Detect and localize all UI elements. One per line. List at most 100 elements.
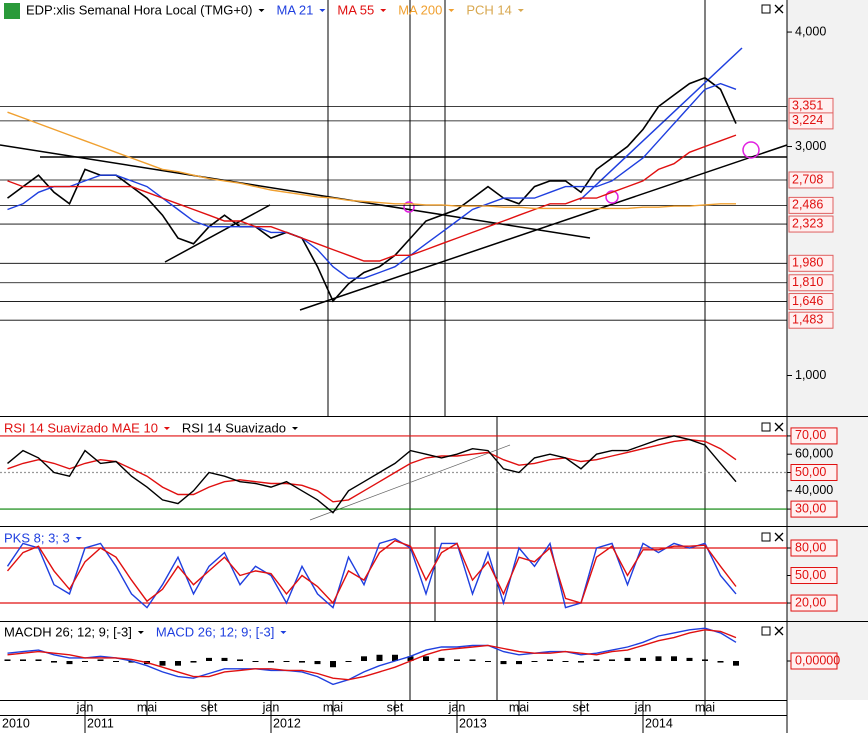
legend-dropdown <box>319 9 326 12</box>
marker <box>605 190 619 204</box>
histogram-bar <box>516 661 522 665</box>
y-tick-label: 40,000 <box>795 483 833 497</box>
histogram-bar <box>376 654 383 661</box>
histogram-bar <box>113 661 119 662</box>
symbol-icon <box>4 3 20 19</box>
close-button[interactable] <box>774 532 784 542</box>
level-label: 2,708 <box>792 172 823 186</box>
histogram-bar <box>640 657 646 661</box>
legend-dropdown <box>137 631 144 634</box>
y-tick-box <box>790 567 838 585</box>
close-button[interactable] <box>774 422 784 432</box>
y-tick-label: 80,00 <box>795 540 826 554</box>
legend-entry: EDP:xlis Semanal Hora Local (TMG+0) <box>26 2 253 17</box>
legend-entry: PKS 8; 3; 3 <box>4 530 70 545</box>
y-tick-box <box>790 464 838 482</box>
histogram-bar <box>345 661 352 662</box>
histogram-bar <box>500 661 507 665</box>
year-label: 2010 <box>2 716 30 730</box>
level-box <box>788 293 834 311</box>
level-label: 3,351 <box>792 99 823 113</box>
histogram-bar <box>733 661 739 666</box>
histogram-bar <box>237 659 243 661</box>
y-tick-box <box>790 427 838 445</box>
maximize-button[interactable] <box>761 422 771 432</box>
y-tick-label: 3,000 <box>795 139 826 153</box>
level-label: 1,646 <box>792 294 823 308</box>
x-tick-label: mai <box>137 700 157 714</box>
legend-dropdown <box>163 427 170 430</box>
y-tick-label: 4,000 <box>795 24 826 38</box>
legend-entry: PCH 14 <box>466 2 512 17</box>
level-box <box>788 311 834 329</box>
legend-entry: RSI 14 Suavizado <box>182 420 286 435</box>
histogram-bar <box>392 654 398 661</box>
level-box <box>788 171 834 189</box>
histogram-bar <box>547 659 553 661</box>
histogram-bar <box>578 661 584 663</box>
cursor-lines <box>327 0 706 700</box>
level-label: 2,323 <box>792 216 823 230</box>
y-tick-label: 50,00 <box>795 465 826 479</box>
x-tick-label: set <box>387 700 404 714</box>
histogram-bar <box>97 659 104 661</box>
legend-entry: MACD 26; 12; 9; [-3] <box>156 624 275 639</box>
y-tick-label: 0,00000 <box>795 653 840 667</box>
level-label: 1,980 <box>792 256 823 270</box>
close-button[interactable] <box>774 4 784 14</box>
x-tick-label: jan <box>448 700 466 714</box>
histogram-bar <box>686 657 693 661</box>
series-line <box>7 629 737 681</box>
maximize-button[interactable] <box>761 4 771 14</box>
legend-entry: MA 200 <box>398 2 442 17</box>
close-button[interactable] <box>774 626 784 636</box>
marker <box>403 201 415 213</box>
y-tick-box <box>790 594 838 612</box>
x-tick-label: mai <box>509 700 529 714</box>
histogram-bar <box>252 661 259 662</box>
legend-dropdown <box>258 9 265 12</box>
year-label: 2014 <box>645 716 673 730</box>
histogram-bar <box>531 661 538 662</box>
histogram-bar <box>283 661 290 662</box>
maximize-button[interactable] <box>761 532 771 542</box>
histogram-bar <box>330 661 336 668</box>
x-tick-label: set <box>201 700 218 714</box>
histogram-bar <box>20 659 26 661</box>
level-box <box>788 112 834 130</box>
histogram-bar <box>361 656 367 661</box>
series-line <box>7 111 736 210</box>
histogram-bar <box>206 657 212 661</box>
legend-entry: RSI 14 Suavizado MAE 10 <box>4 420 158 435</box>
histogram-bar <box>469 659 476 661</box>
x-tick-label: jan <box>76 700 94 714</box>
year-label: 2013 <box>459 716 487 730</box>
histogram-bar <box>655 656 662 661</box>
level-box <box>788 196 834 214</box>
maximize-button[interactable] <box>761 626 771 636</box>
histogram-bar <box>128 661 135 663</box>
x-tick-label: jan <box>262 700 280 714</box>
histogram-bar <box>82 661 88 662</box>
series-line <box>7 76 737 303</box>
level-label: 1,483 <box>792 313 823 327</box>
plot-layer: jan mai set jan mai set jan mai set jan mai 2010 201… <box>0 2 840 733</box>
level-box <box>788 215 834 233</box>
histogram-bar <box>159 661 166 666</box>
series-line <box>7 82 737 279</box>
legend-dropdown <box>292 427 298 430</box>
legend-dropdown <box>380 9 387 12</box>
histogram-bar <box>593 659 600 661</box>
x-tick-label: set <box>573 700 590 714</box>
histogram-bar <box>51 661 57 663</box>
histogram-bar <box>314 661 321 665</box>
legend-dropdown <box>517 9 524 12</box>
x-tick-label: mai <box>323 700 343 714</box>
level-label: 2,486 <box>792 198 823 212</box>
level-box <box>788 254 834 272</box>
y-tick-box <box>790 652 838 670</box>
histogram-bar <box>35 659 42 661</box>
legend-entry: MA 21 <box>277 2 314 17</box>
